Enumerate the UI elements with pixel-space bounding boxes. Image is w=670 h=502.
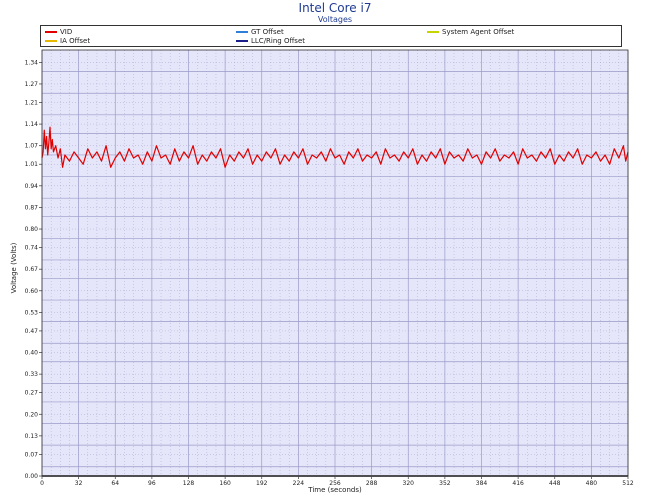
legend-item-llc-ring-offset: LLC/Ring Offset bbox=[236, 37, 305, 45]
legend-label-system-agent-offset: System Agent Offset bbox=[442, 28, 515, 36]
plot-frame bbox=[41, 49, 629, 477]
x-tick-label: 64 bbox=[111, 480, 119, 487]
x-tick-label: 256 bbox=[329, 480, 341, 487]
y-tick-label: 0.53 bbox=[25, 309, 39, 316]
x-tick-label: 96 bbox=[148, 480, 156, 487]
x-axis-label: Time (seconds) bbox=[307, 486, 362, 494]
x-tick-label: 32 bbox=[75, 480, 83, 487]
x-tick-label: 320 bbox=[403, 480, 415, 487]
x-tick-label: 224 bbox=[293, 480, 305, 487]
legend-swatch-llc-ring-offset bbox=[236, 40, 248, 42]
y-tick-label: 0.94 bbox=[25, 183, 39, 190]
y-tick-label: 1.01 bbox=[25, 161, 39, 168]
chart-subtitle: Voltages bbox=[317, 15, 353, 24]
y-tick-label: 0.60 bbox=[25, 288, 39, 295]
x-tick-label: 352 bbox=[439, 480, 451, 487]
x-tick-label: 128 bbox=[183, 480, 195, 487]
legend-label-ia-offset: IA Offset bbox=[60, 37, 91, 45]
legend-label-vid: VID bbox=[60, 28, 73, 36]
x-tick-label: 160 bbox=[219, 480, 231, 487]
legend-item-gt-offset: GT Offset bbox=[236, 28, 284, 36]
y-tick-label: 1.21 bbox=[25, 99, 39, 106]
y-tick-label: 1.34 bbox=[25, 59, 39, 66]
x-tick-label: 384 bbox=[476, 480, 488, 487]
x-tick-label: 480 bbox=[586, 480, 598, 487]
y-tick-label: 0.87 bbox=[25, 204, 39, 211]
legend-swatch-ia-offset bbox=[45, 40, 57, 42]
x-tick-label: 416 bbox=[512, 480, 524, 487]
y-axis-label: Voltage (Volts) bbox=[10, 242, 18, 293]
x-tick-label: 512 bbox=[622, 480, 634, 487]
x-tick-label: 0 bbox=[40, 480, 44, 487]
y-tick-label: 0.67 bbox=[25, 266, 39, 273]
legend-item-system-agent-offset: System Agent Offset bbox=[427, 28, 514, 36]
y-tick-label: 1.14 bbox=[25, 121, 39, 128]
y-tick-label: 0.20 bbox=[25, 411, 39, 418]
y-tick-label: 0.13 bbox=[25, 433, 39, 440]
plot-area: 0 32 64 96 128 160 192 224 256 288 320 352 384 416 448… bbox=[25, 49, 634, 487]
legend-label-llc-ring-offset: LLC/Ring Offset bbox=[251, 37, 305, 45]
y-tick-label: 0.74 bbox=[25, 245, 39, 252]
x-tick-label: 448 bbox=[549, 480, 561, 487]
legend-item-vid: VID bbox=[45, 28, 72, 36]
y-tick-label: 0.40 bbox=[25, 350, 39, 357]
y-tick-label: 0.47 bbox=[25, 328, 39, 335]
y-tick-label: 0.00 bbox=[25, 473, 39, 480]
legend-swatch-gt-offset bbox=[236, 31, 248, 33]
y-tick-label: 0.80 bbox=[25, 226, 39, 233]
legend-label-gt-offset: GT Offset bbox=[251, 28, 284, 36]
chart-title: Intel Core i7 bbox=[298, 1, 372, 15]
legend-swatch-system-agent-offset bbox=[427, 31, 439, 33]
y-tick-label: 1.27 bbox=[25, 81, 39, 88]
chart-legend: VID GT Offset System Agent Offset IA Off… bbox=[40, 25, 622, 47]
y-tick-label: 0.07 bbox=[25, 451, 39, 458]
x-tick-label: 288 bbox=[366, 480, 378, 487]
legend-item-ia-offset: IA Offset bbox=[45, 37, 90, 45]
legend-swatch-vid bbox=[45, 31, 57, 33]
series-line-vid bbox=[41, 126, 629, 168]
y-tick-label: 1.07 bbox=[25, 143, 39, 150]
y-tick-label: 0.27 bbox=[25, 390, 39, 397]
y-tick-label: 0.33 bbox=[25, 371, 39, 378]
x-tick-label: 192 bbox=[256, 480, 268, 487]
